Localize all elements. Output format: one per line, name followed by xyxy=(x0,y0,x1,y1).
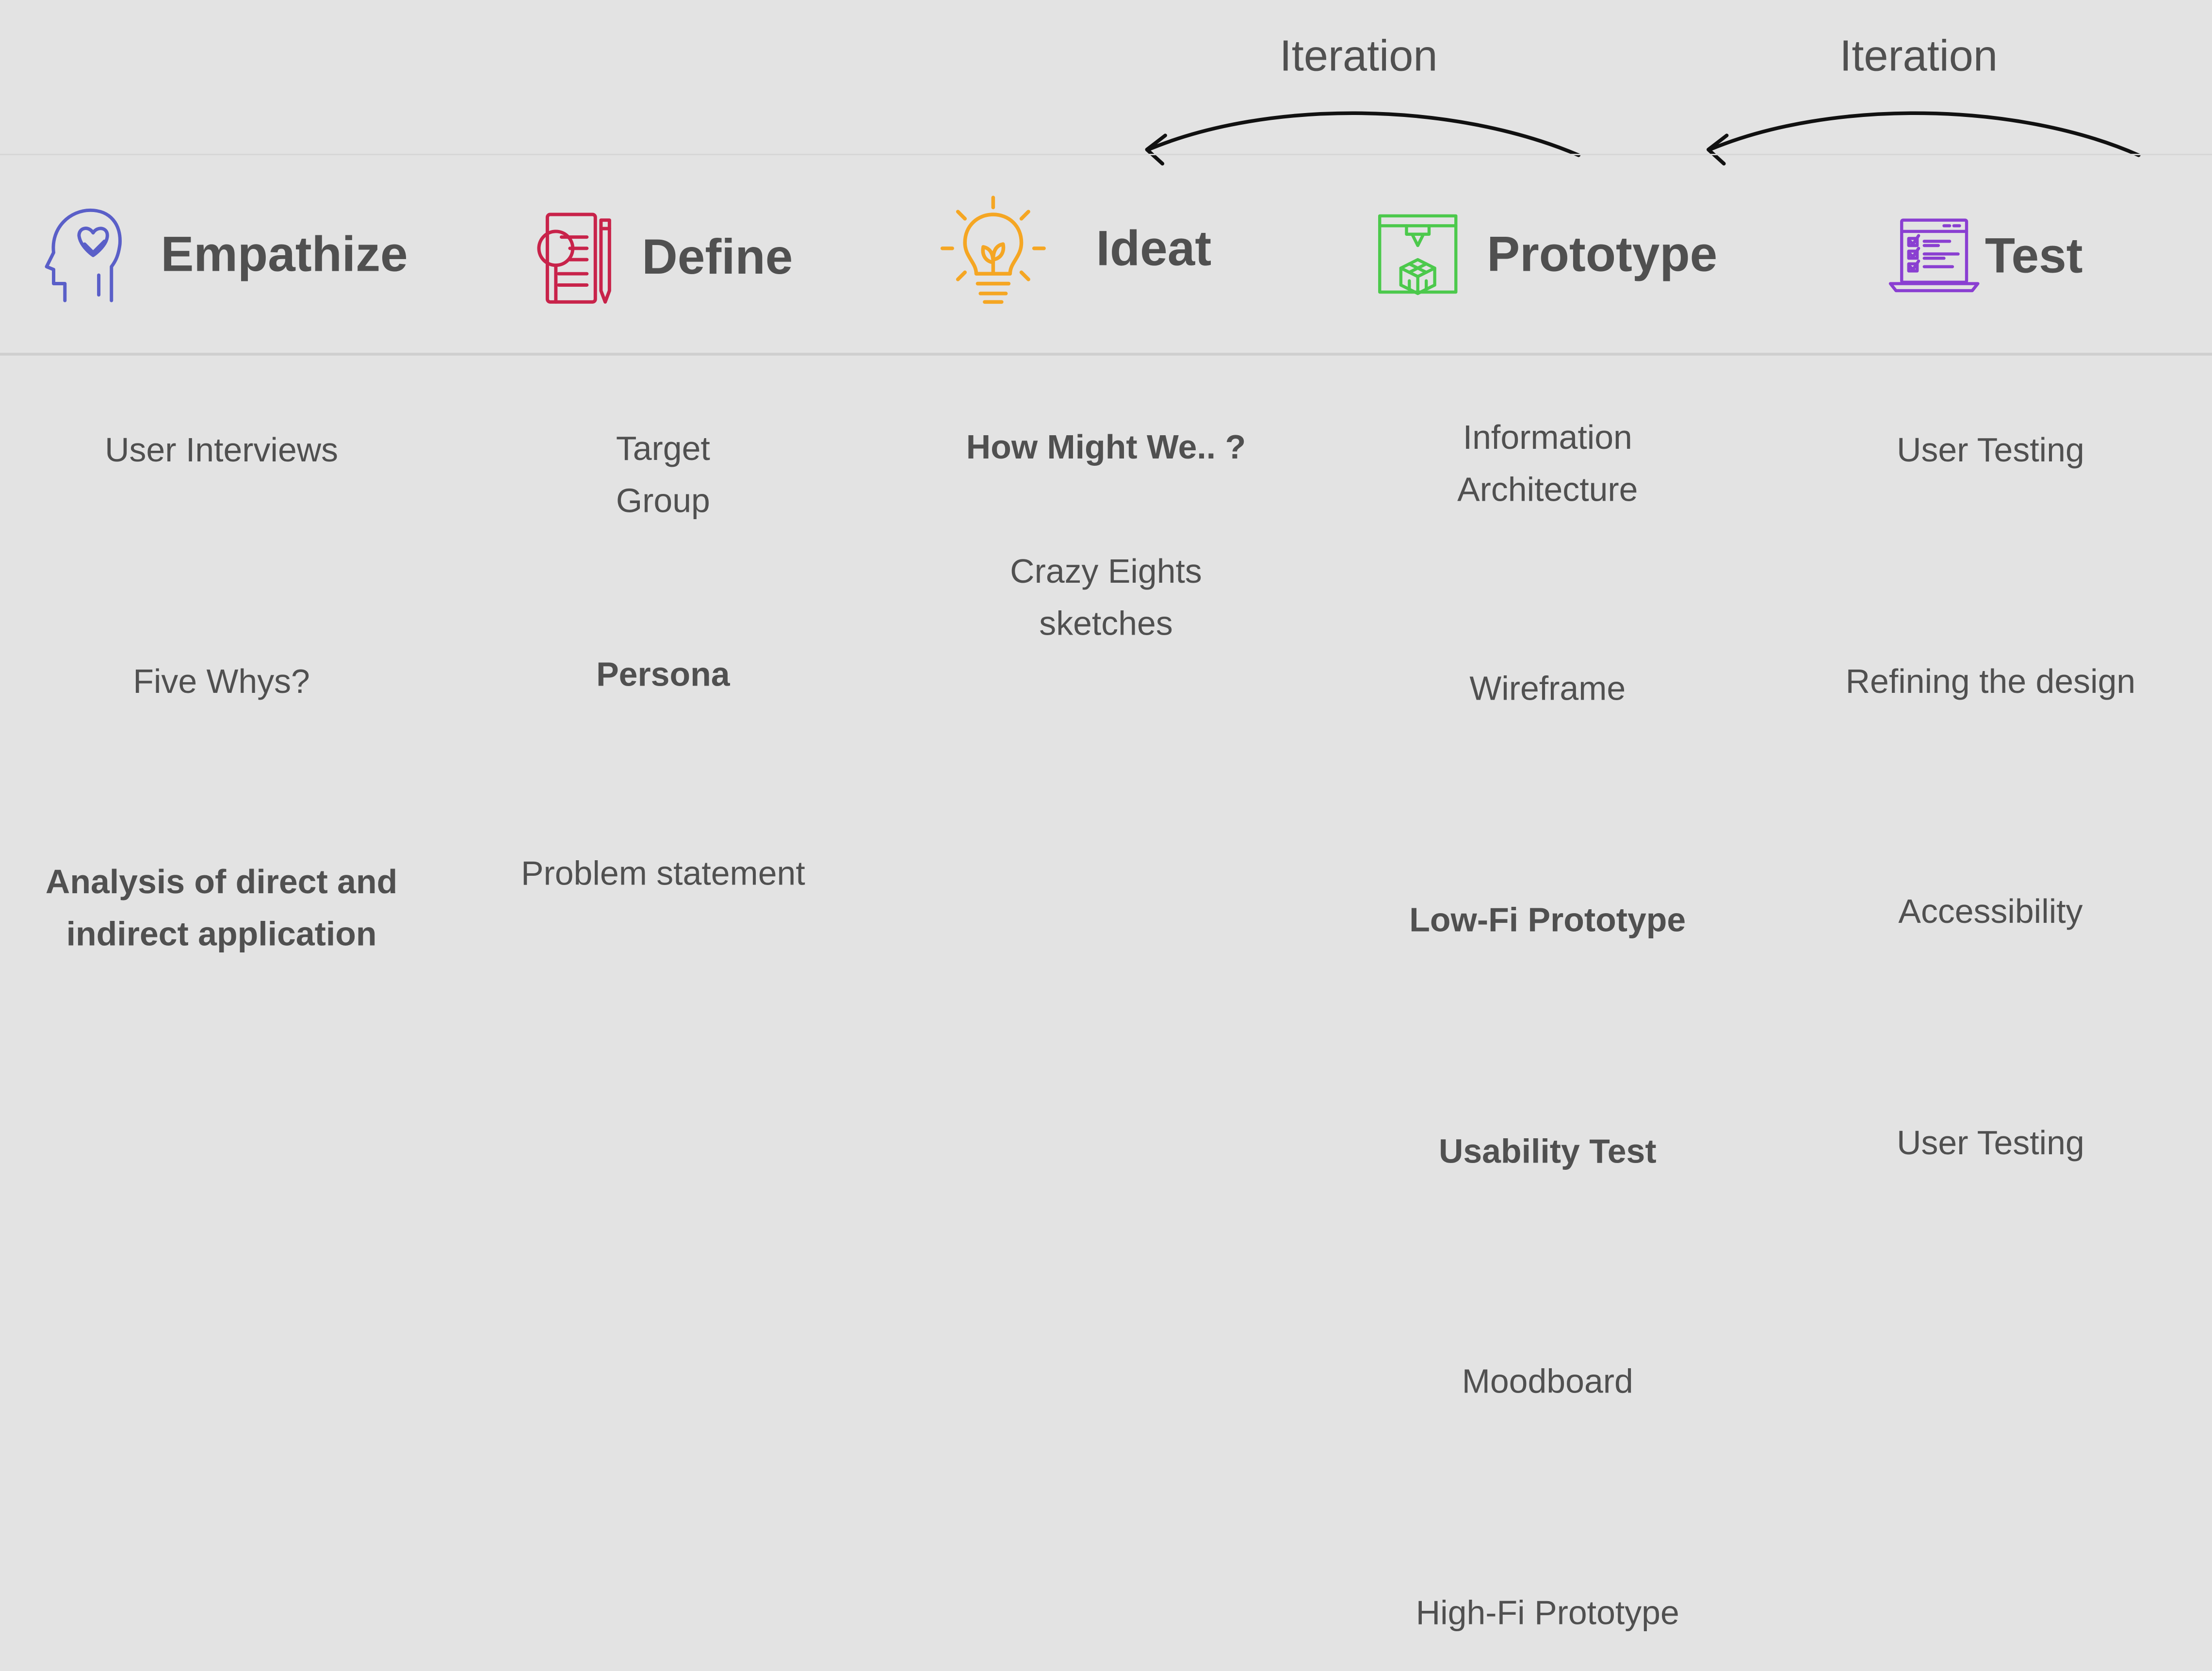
phase-title-ideat: Ideat xyxy=(1096,221,1212,277)
define-item: Persona xyxy=(596,656,730,694)
3d-printer-cube-icon xyxy=(1378,214,1458,295)
define-item: Target Group xyxy=(616,430,710,521)
prototype-item: Low-Fi Prototype xyxy=(1409,901,1686,940)
document-magnifier-pencil-icon xyxy=(537,213,611,304)
laptop-checklist-icon xyxy=(1888,218,1980,293)
iteration-label: Iteration xyxy=(1839,31,1998,81)
test-item: Refining the design xyxy=(1845,663,2136,702)
header-bottom-divider xyxy=(0,353,2212,356)
phase-title-empathize: Empathize xyxy=(161,227,408,282)
iteration-arrows xyxy=(1145,111,2141,166)
header-top-divider xyxy=(0,153,2212,155)
test-item: User Testing xyxy=(1897,431,2084,470)
phase-title-test: Test xyxy=(1984,229,2083,284)
iteration-label: Iteration xyxy=(1279,31,1438,81)
ideat-item: How Might We.. ? xyxy=(966,429,1246,467)
test-item: User Testing xyxy=(1897,1124,2084,1163)
ideat-item: Crazy Eights sketches xyxy=(1010,553,1202,644)
iteration-arrow-left xyxy=(1145,111,1581,166)
lightbulb-sprout-icon xyxy=(940,196,1046,304)
define-item: Problem statement xyxy=(520,855,805,893)
prototype-item: Moodboard xyxy=(1462,1363,1633,1401)
prototype-item: Information Architecture xyxy=(1457,419,1638,509)
empathize-item: User Interviews xyxy=(105,431,339,470)
iteration-arrow-right xyxy=(1707,111,2141,166)
phase-title-define: Define xyxy=(642,230,793,285)
empathize-item: Analysis of direct and indirect applicat… xyxy=(45,863,398,954)
empathize-item: Five Whys? xyxy=(133,663,310,702)
prototype-item: Wireframe xyxy=(1469,670,1626,708)
phase-title-prototype: Prototype xyxy=(1487,227,1718,282)
head-heart-handshake-icon xyxy=(45,208,122,302)
prototype-item: Usability Test xyxy=(1438,1133,1657,1171)
prototype-item: High-Fi Prototype xyxy=(1415,1594,1679,1633)
test-item: Accessibility xyxy=(1898,893,2083,932)
